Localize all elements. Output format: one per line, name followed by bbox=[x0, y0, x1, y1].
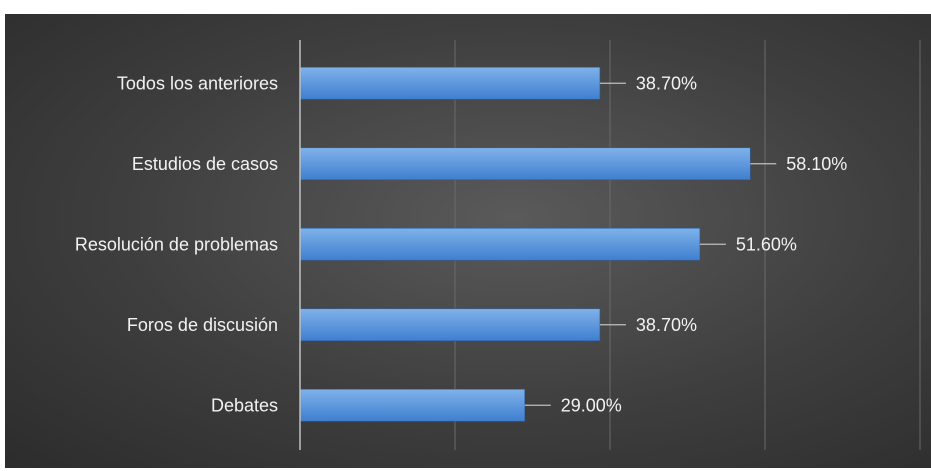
data-label: 29.00% bbox=[561, 395, 622, 415]
category-label: Estudios de casos bbox=[132, 154, 278, 174]
data-label: 38.70% bbox=[636, 73, 697, 93]
data-label: 38.70% bbox=[636, 315, 697, 335]
category-label: Todos los anteriores bbox=[117, 73, 278, 93]
bar bbox=[299, 227, 701, 261]
bar bbox=[299, 66, 601, 100]
data-label: 51.60% bbox=[736, 234, 797, 254]
bar bbox=[299, 147, 751, 181]
category-label: Debates bbox=[211, 395, 278, 415]
category-label: Foros de discusión bbox=[127, 315, 278, 335]
bars bbox=[299, 66, 751, 422]
labels: 38.70% Todos los anteriores 58.10% Estudios… bbox=[75, 73, 847, 415]
bar bbox=[299, 388, 526, 422]
category-label: Resolución de problemas bbox=[75, 234, 278, 254]
data-label: 58.10% bbox=[786, 154, 847, 174]
bar bbox=[299, 308, 601, 342]
